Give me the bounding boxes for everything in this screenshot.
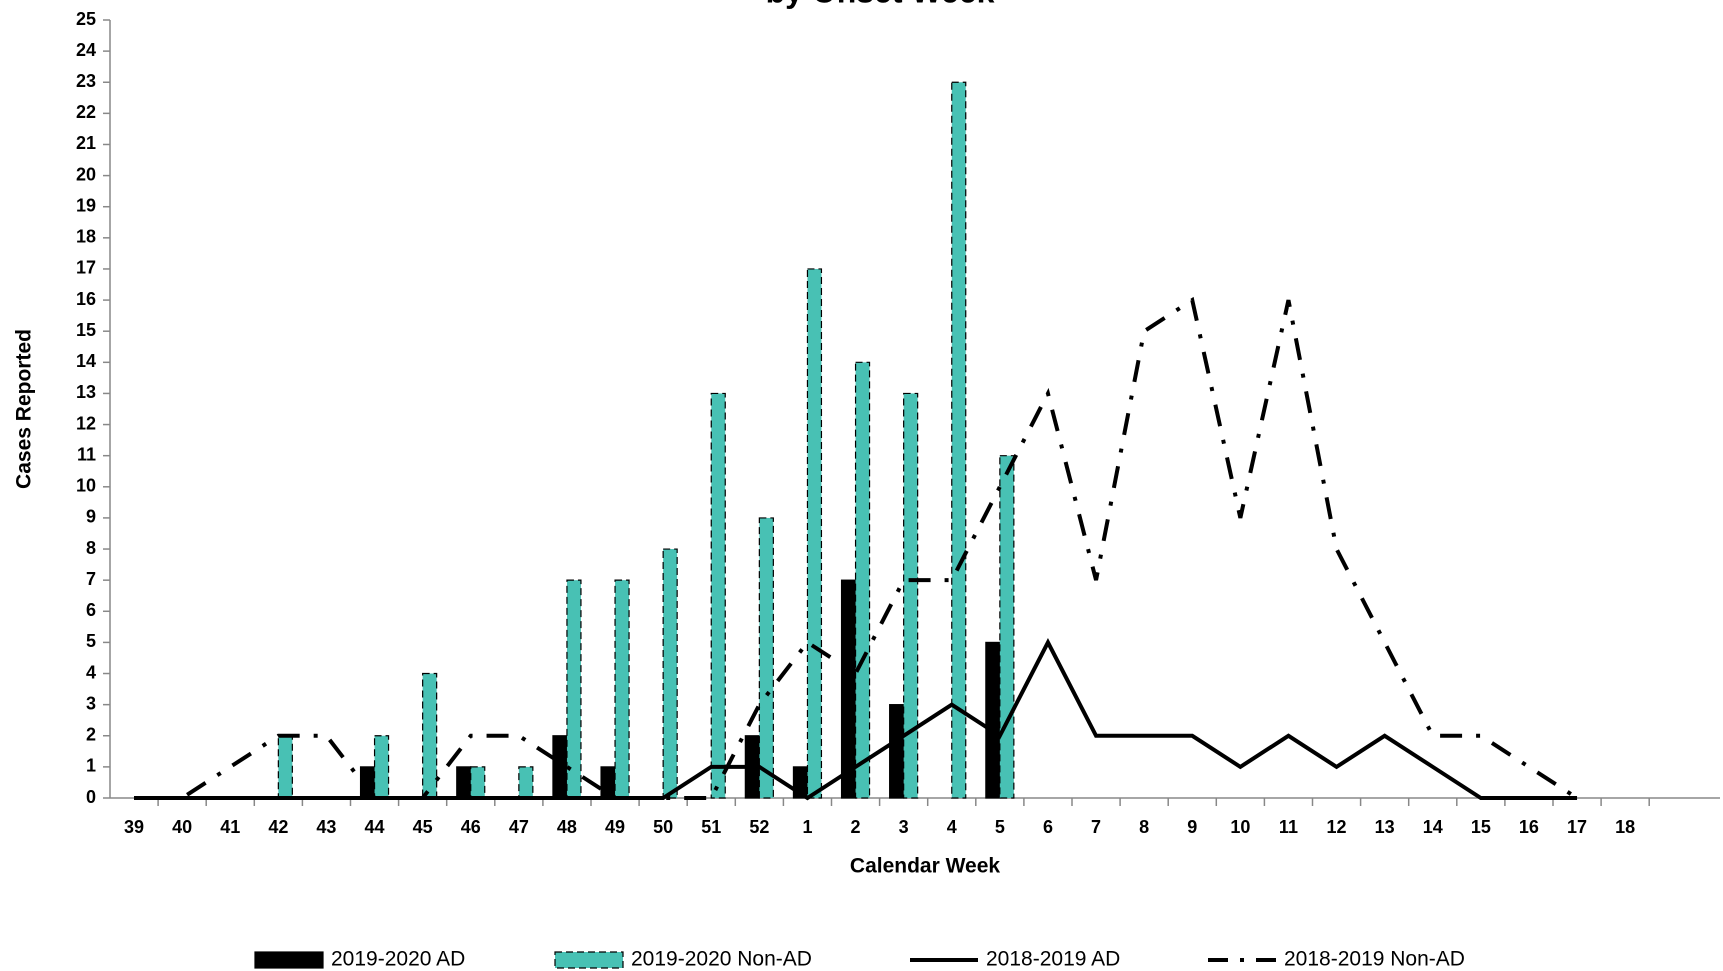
x-tick-label: 52 bbox=[749, 817, 769, 837]
bar bbox=[710, 392, 726, 799]
x-tick-label: 9 bbox=[1187, 817, 1197, 837]
bar bbox=[600, 766, 616, 799]
y-tick-label: 22 bbox=[76, 102, 96, 122]
x-tick-label: 10 bbox=[1230, 817, 1250, 837]
x-tick-label: 18 bbox=[1615, 817, 1635, 837]
y-tick-label: 19 bbox=[76, 195, 96, 215]
bar bbox=[552, 735, 568, 799]
x-tick-label: 6 bbox=[1043, 817, 1053, 837]
x-tick-label: 48 bbox=[557, 817, 577, 837]
y-tick-label: 8 bbox=[86, 538, 96, 558]
y-tick-label: 16 bbox=[76, 289, 96, 309]
legend-label: 2019-2020 Non-AD bbox=[631, 948, 812, 971]
legend-label: 2018-2019 Non-AD bbox=[1284, 948, 1465, 971]
x-tick-label: 2 bbox=[851, 817, 861, 837]
legend-swatch bbox=[254, 951, 324, 969]
y-tick-label: 14 bbox=[76, 351, 96, 371]
y-tick-label: 18 bbox=[76, 227, 96, 247]
x-tick-label: 44 bbox=[365, 817, 385, 837]
x-tick-label: 49 bbox=[605, 817, 625, 837]
x-tick-label: 3 bbox=[899, 817, 909, 837]
x-tick-label: 42 bbox=[268, 817, 288, 837]
x-axis-title: Calendar Week bbox=[850, 855, 1000, 878]
bar bbox=[951, 81, 967, 799]
x-tick-label: 8 bbox=[1139, 817, 1149, 837]
chart-title: by Onset Week bbox=[766, 0, 995, 9]
legend-swatch bbox=[554, 951, 624, 969]
bar bbox=[422, 672, 438, 799]
x-tick-label: 11 bbox=[1279, 817, 1298, 837]
x-tick-label: 16 bbox=[1519, 817, 1539, 837]
y-tick-label: 20 bbox=[76, 164, 96, 184]
x-tick-label: 13 bbox=[1375, 817, 1395, 837]
x-tick-label: 45 bbox=[413, 817, 433, 837]
bar bbox=[373, 735, 390, 799]
y-tick-label: 1 bbox=[86, 756, 96, 776]
x-tick-label: 51 bbox=[701, 817, 721, 837]
y-tick-label: 4 bbox=[86, 662, 96, 682]
x-tick-label: 17 bbox=[1567, 817, 1587, 837]
bar bbox=[854, 361, 871, 799]
y-tick-label: 24 bbox=[76, 40, 96, 60]
y-tick-label: 2 bbox=[86, 725, 96, 745]
y-tick-label: 10 bbox=[76, 476, 96, 496]
y-tick-label: 5 bbox=[86, 631, 96, 651]
y-tick-label: 17 bbox=[76, 258, 96, 278]
x-tick-label: 40 bbox=[172, 817, 192, 837]
x-tick-label: 15 bbox=[1471, 817, 1491, 837]
x-tick-label: 43 bbox=[316, 817, 336, 837]
x-tick-label: 1 bbox=[802, 817, 812, 837]
x-tick-label: 46 bbox=[461, 817, 481, 837]
y-tick-label: 15 bbox=[76, 320, 96, 340]
x-tick-label: 7 bbox=[1091, 817, 1101, 837]
y-axis-title: Cases Reported bbox=[13, 329, 36, 489]
y-tick-label: 25 bbox=[76, 9, 96, 29]
bar bbox=[662, 548, 678, 799]
bar bbox=[470, 766, 486, 799]
y-tick-label: 12 bbox=[76, 413, 96, 433]
x-tick-label: 47 bbox=[509, 817, 529, 837]
legend-label: 2018-2019 AD bbox=[986, 948, 1120, 971]
y-tick-label: 23 bbox=[76, 71, 96, 91]
x-tick-label: 50 bbox=[653, 817, 673, 837]
x-tick-label: 12 bbox=[1327, 817, 1347, 837]
bar bbox=[999, 455, 1015, 799]
bar bbox=[566, 579, 582, 799]
y-tick-label: 11 bbox=[77, 444, 96, 464]
y-tick-label: 6 bbox=[86, 600, 96, 620]
x-tick-label: 41 bbox=[220, 817, 240, 837]
bar bbox=[889, 704, 905, 799]
x-tick-label: 14 bbox=[1423, 817, 1443, 837]
bar bbox=[840, 579, 857, 799]
bar bbox=[456, 766, 472, 799]
bar bbox=[758, 517, 774, 799]
y-tick-label: 9 bbox=[86, 507, 96, 527]
legend-label: 2019-2020 AD bbox=[331, 948, 465, 971]
bar bbox=[806, 268, 823, 799]
bar bbox=[985, 641, 1001, 799]
line-series bbox=[134, 296, 1579, 800]
y-tick-label: 7 bbox=[86, 569, 96, 589]
y-tick-label: 21 bbox=[76, 133, 96, 153]
bar bbox=[518, 766, 534, 799]
x-tick-label: 39 bbox=[124, 817, 144, 837]
bar bbox=[614, 579, 630, 799]
bar bbox=[277, 735, 293, 799]
x-tick-label: 5 bbox=[995, 817, 1005, 837]
x-tick-label: 4 bbox=[947, 817, 957, 837]
bar bbox=[903, 392, 919, 799]
y-tick-label: 3 bbox=[86, 693, 96, 713]
y-tick-label: 0 bbox=[86, 787, 96, 807]
y-tick-label: 13 bbox=[76, 382, 96, 402]
